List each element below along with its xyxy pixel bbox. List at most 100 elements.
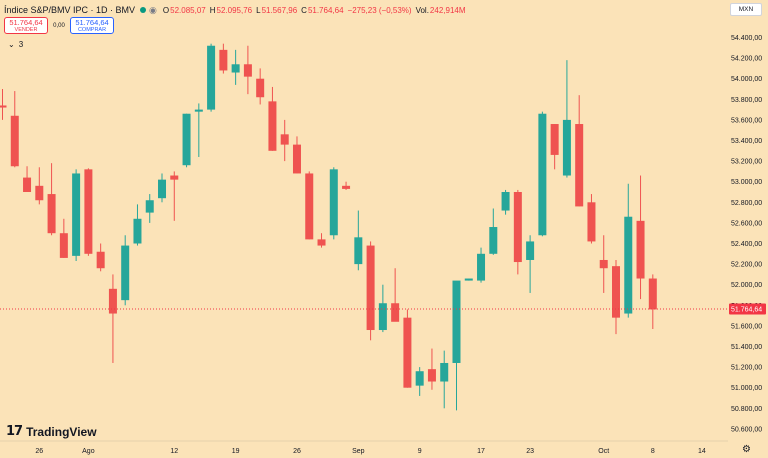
y-tick-label: 51.600,00: [731, 323, 762, 330]
buy-price: 51.764,64: [75, 17, 109, 27]
candle[interactable]: [489, 208, 498, 255]
symbol-title[interactable]: Índice S&P/BMV IPC · 1D · BMV: [4, 5, 136, 15]
candle[interactable]: [219, 43, 228, 74]
candle[interactable]: [513, 189, 522, 275]
candle[interactable]: [158, 173, 167, 203]
buy-button[interactable]: 51.764,64 COMPRAR: [70, 17, 114, 34]
time-axis: 26 Ago 12 19 26 Sep 9 17 23 Oct 8 14: [35, 448, 705, 455]
candle[interactable]: [464, 278, 473, 281]
candle[interactable]: [648, 274, 657, 329]
candle-body: [59, 233, 68, 258]
tradingview-logo[interactable]: 17 TradingView: [6, 424, 97, 439]
candle-body: [513, 192, 522, 263]
candle[interactable]: [538, 111, 547, 237]
candle[interactable]: [10, 91, 19, 168]
candle[interactable]: [59, 218, 68, 258]
candle-body: [23, 177, 32, 192]
buy-label: COMPRAR: [77, 26, 107, 33]
candle-body: [562, 119, 571, 176]
indicators-toggle[interactable]: ⌄ 3: [8, 40, 23, 49]
candle-body: [366, 245, 375, 331]
candle-body: [550, 124, 559, 155]
candle[interactable]: [305, 171, 314, 240]
last-price-label: 51.764,64: [731, 306, 762, 313]
candle[interactable]: [550, 124, 559, 170]
candle[interactable]: [427, 348, 436, 390]
candle[interactable]: [526, 235, 535, 293]
candle[interactable]: [599, 235, 608, 293]
candle[interactable]: [207, 43, 216, 112]
candle[interactable]: [84, 168, 93, 256]
candle[interactable]: [182, 113, 191, 168]
candle[interactable]: [415, 367, 424, 396]
candle-body: [305, 173, 314, 240]
candle[interactable]: [366, 241, 375, 341]
candle[interactable]: [243, 45, 252, 95]
y-tick-label: 53.800,00: [731, 97, 762, 104]
candle[interactable]: [256, 68, 265, 105]
x-tick-label: 8: [651, 448, 655, 455]
candle[interactable]: [501, 189, 510, 215]
candle-body: [477, 253, 486, 281]
candle[interactable]: [440, 350, 449, 409]
high-label: H: [209, 5, 216, 15]
candle[interactable]: [23, 166, 32, 192]
candle[interactable]: [280, 119, 289, 162]
close-label: C: [301, 5, 307, 15]
candle[interactable]: [636, 175, 645, 300]
candle[interactable]: [133, 204, 142, 246]
candle[interactable]: [35, 167, 44, 205]
volume-value: 242,914M: [429, 5, 466, 15]
candle-body: [391, 303, 400, 322]
candle[interactable]: [477, 247, 486, 283]
candle-body: [464, 278, 473, 281]
candle[interactable]: [624, 183, 633, 318]
x-tick-label: 14: [698, 448, 706, 455]
candle[interactable]: [194, 103, 203, 157]
logo-text: TradingView: [26, 424, 97, 439]
gear-icon[interactable]: ⚙: [742, 444, 751, 455]
candle[interactable]: [268, 86, 277, 151]
high-value: 52.095,76: [216, 5, 253, 15]
candle-body: [207, 45, 216, 110]
candle[interactable]: [342, 181, 351, 190]
candle[interactable]: [354, 210, 363, 271]
candle[interactable]: [121, 235, 130, 306]
candle[interactable]: [403, 309, 412, 388]
y-tick-label: 50.800,00: [731, 406, 762, 413]
open-value: 52.085,07: [170, 5, 206, 15]
candle[interactable]: [562, 60, 571, 178]
candle[interactable]: [329, 167, 338, 240]
candle[interactable]: [231, 49, 240, 85]
sell-button[interactable]: 51.764,64 VENDER: [4, 17, 48, 34]
candle-body: [133, 218, 142, 244]
y-tick-label: 51.400,00: [731, 344, 762, 351]
candle-body: [256, 78, 265, 98]
candle[interactable]: [96, 243, 105, 272]
candle[interactable]: [378, 284, 387, 333]
candle[interactable]: [587, 194, 596, 244]
candle[interactable]: [452, 280, 461, 411]
candle-body: [378, 303, 387, 331]
candle[interactable]: [317, 233, 326, 248]
candle[interactable]: [612, 259, 620, 335]
candle[interactable]: [292, 136, 301, 174]
y-tick-label: 54.400,00: [731, 35, 762, 42]
candle-body: [35, 185, 44, 201]
candle[interactable]: [391, 268, 400, 322]
eye-icon[interactable]: ◉: [149, 4, 157, 15]
candle[interactable]: [108, 274, 117, 363]
candle[interactable]: [575, 95, 584, 207]
low-value: 51.567,96: [261, 5, 298, 15]
candle[interactable]: [72, 169, 81, 262]
candle-body: [354, 237, 363, 265]
candle-body: [489, 227, 498, 254]
candle[interactable]: [145, 194, 154, 223]
x-tick-label: 26: [35, 448, 43, 455]
currency-selector[interactable]: MXN: [730, 3, 762, 16]
candle[interactable]: [47, 163, 56, 236]
candle[interactable]: [0, 89, 7, 120]
x-tick-label: Ago: [82, 448, 95, 455]
candle[interactable]: [170, 171, 179, 221]
